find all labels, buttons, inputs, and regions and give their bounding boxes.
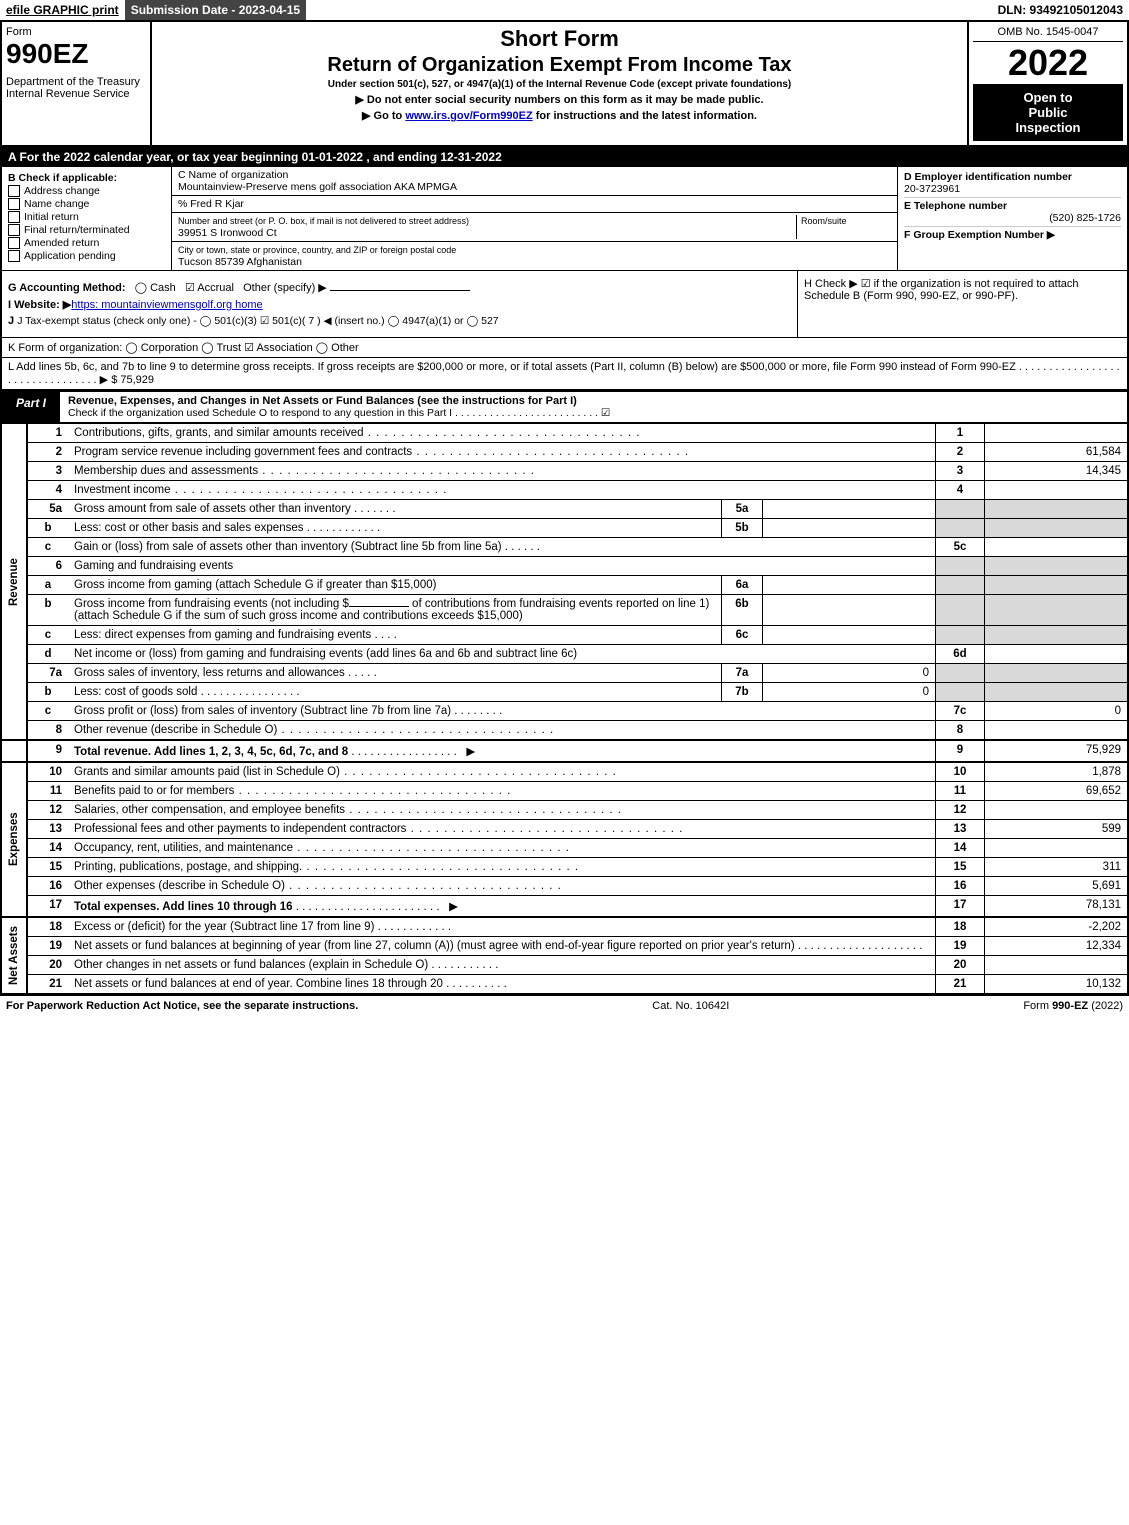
cat-no: Cat. No. 10642I: [652, 1000, 729, 1012]
dln-value: DLN: 93492105012043: [992, 0, 1129, 20]
street-label: Number and street (or P. O. box, if mail…: [178, 216, 469, 226]
part1-label: Part I: [2, 392, 60, 422]
row-l-amount: $ 75,929: [111, 374, 154, 386]
row-h: H Check ▶ ☑ if the organization is not r…: [797, 271, 1127, 337]
form-code: 990EZ: [6, 38, 146, 70]
submission-date-button[interactable]: Submission Date - 2023-04-15: [125, 0, 306, 20]
ein-label: D Employer identification number: [904, 171, 1072, 183]
part1-header: Part I Revenue, Expenses, and Changes in…: [0, 390, 1129, 424]
row-i: I Website: ▶https: mountainviewmensgolf.…: [8, 298, 791, 311]
box-d: D Employer identification number20-37239…: [897, 167, 1127, 270]
check-amended-return[interactable]: [8, 237, 20, 249]
goto-line: ▶ Go to www.irs.gov/Form990EZ for instru…: [160, 109, 959, 122]
city-value: Tucson 85739 Afghanistan: [178, 256, 302, 268]
tel-value: (520) 825-1726: [904, 212, 1121, 224]
section-ghij: G Accounting Method: ◯ Cash ☑ Accrual Ot…: [0, 271, 1129, 338]
main-title: Return of Organization Exempt From Incom…: [160, 54, 959, 77]
irs-link[interactable]: www.irs.gov/Form990EZ: [405, 110, 532, 122]
form-word: Form: [6, 26, 146, 38]
row-k: K Form of organization: ◯ Corporation ◯ …: [0, 338, 1129, 358]
subtitle: Under section 501(c), 527, or 4947(a)(1)…: [160, 79, 959, 90]
box-b: B Check if applicable: Address change Na…: [2, 167, 172, 270]
footer: For Paperwork Reduction Act Notice, see …: [0, 995, 1129, 1016]
efile-link[interactable]: efile GRAPHIC print: [0, 0, 125, 20]
paperwork-reduction: For Paperwork Reduction Act Notice, see …: [6, 1000, 358, 1012]
form-header: Form 990EZ Department of the Treasury In…: [0, 22, 1129, 147]
row-a-period: A For the 2022 calendar year, or tax yea…: [0, 147, 1129, 167]
side-label-revenue: Revenue: [1, 424, 27, 740]
row-g: G Accounting Method: ◯ Cash ☑ Accrual Ot…: [8, 281, 791, 294]
box-b-title: B Check if applicable:: [8, 172, 117, 184]
ein-value: 20-3723961: [904, 183, 960, 195]
omb-number: OMB No. 1545-0047: [973, 26, 1123, 42]
check-application-pending[interactable]: [8, 250, 20, 262]
form-ref: Form 990-EZ (2022): [1023, 1000, 1123, 1012]
street-value: 39951 S Ironwood Ct: [178, 227, 277, 239]
check-address-change[interactable]: [8, 185, 20, 197]
org-name: Mountainview-Preserve mens golf associat…: [178, 181, 457, 193]
check-final-return[interactable]: [8, 224, 20, 236]
section-bcd: B Check if applicable: Address change Na…: [0, 167, 1129, 271]
row-j: J J Tax-exempt status (check only one) -…: [8, 315, 791, 327]
part1-table: Revenue 1 Contributions, gifts, grants, …: [0, 424, 1129, 995]
care-of: % Fred R Kjar: [178, 198, 244, 210]
part1-sched-o: Check if the organization used Schedule …: [68, 407, 1119, 419]
tel-label: E Telephone number: [904, 200, 1007, 212]
part1-title: Revenue, Expenses, and Changes in Net As…: [68, 395, 577, 407]
website-link[interactable]: https: mountainviewmensgolf.org home: [71, 299, 262, 311]
department: Department of the Treasury Internal Reve…: [6, 76, 146, 100]
room-label: Room/suite: [801, 216, 847, 226]
row-l: L Add lines 5b, 6c, and 7b to line 9 to …: [0, 358, 1129, 390]
group-exemption-label: F Group Exemption Number ▶: [904, 229, 1055, 241]
inspection-box: Open to Public Inspection: [973, 84, 1123, 141]
city-label: City or town, state or province, country…: [178, 245, 456, 255]
warning-line: ▶ Do not enter social security numbers o…: [160, 93, 959, 106]
box-c-title: C Name of organization: [178, 169, 288, 181]
short-form-title: Short Form: [160, 26, 959, 52]
check-name-change[interactable]: [8, 198, 20, 210]
side-label-expenses: Expenses: [1, 762, 27, 917]
side-label-netassets: Net Assets: [1, 917, 27, 994]
check-initial-return[interactable]: [8, 211, 20, 223]
top-bar: efile GRAPHIC print Submission Date - 20…: [0, 0, 1129, 22]
box-c: C Name of organization Mountainview-Pres…: [172, 167, 897, 270]
tax-year: 2022: [973, 42, 1123, 84]
